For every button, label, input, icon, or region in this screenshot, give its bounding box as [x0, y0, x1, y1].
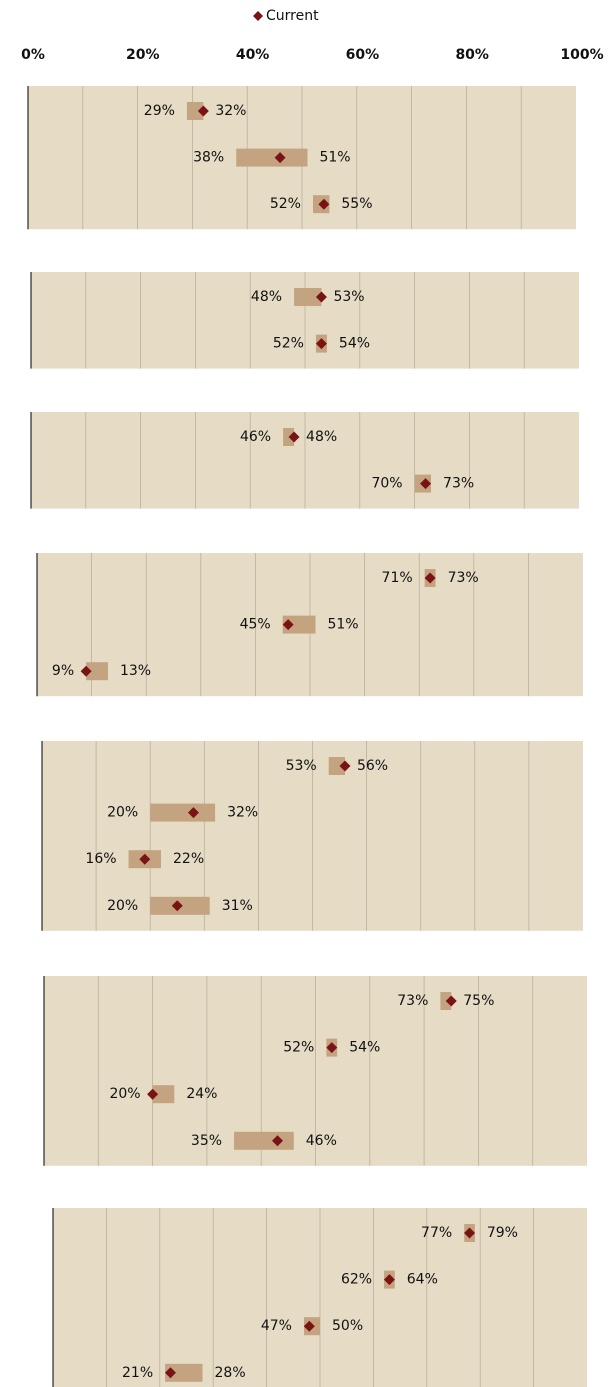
high-label: 56% [357, 758, 388, 774]
high-label: 75% [463, 993, 494, 1009]
current-marker [445, 995, 457, 1007]
high-label: 54% [339, 336, 370, 352]
low-label: 45% [240, 617, 271, 633]
high-label: 54% [349, 1040, 380, 1056]
low-label: 20% [107, 898, 138, 914]
range-bar [236, 148, 308, 167]
high-label: 79% [487, 1225, 518, 1241]
x-tick-label: 60% [346, 47, 380, 63]
current-marker [197, 105, 209, 117]
high-label: 73% [448, 570, 479, 586]
low-label: 35% [191, 1133, 222, 1149]
high-label: 50% [332, 1318, 363, 1334]
range-bar [86, 662, 108, 681]
low-label: 38% [193, 150, 224, 166]
current-marker [282, 619, 294, 631]
low-label: 16% [85, 851, 116, 867]
x-tick-label: 100% [560, 47, 603, 63]
legend-marker [253, 11, 263, 21]
range-bar [294, 288, 322, 306]
range-bar [328, 757, 345, 775]
current-marker [303, 1320, 315, 1332]
current-marker [164, 1367, 176, 1379]
current-marker [315, 291, 327, 303]
low-label: 29% [144, 103, 175, 119]
range-bar [165, 1363, 203, 1382]
current-marker [326, 1042, 338, 1054]
low-label: 20% [109, 1086, 140, 1102]
current-marker [288, 431, 300, 443]
high-label: 48% [306, 429, 337, 445]
range-bar [152, 1085, 175, 1104]
x-tick-label: 20% [126, 47, 160, 63]
high-label: 51% [319, 150, 350, 166]
current-marker [139, 853, 151, 865]
low-label: 46% [240, 429, 271, 445]
high-label: 51% [327, 617, 358, 633]
low-label: 53% [286, 758, 317, 774]
current-marker [274, 152, 286, 164]
high-label: 24% [186, 1086, 217, 1102]
low-label: 47% [261, 1318, 292, 1334]
high-label: 32% [215, 103, 246, 119]
current-marker [464, 1227, 476, 1239]
current-marker [339, 760, 351, 772]
high-label: 22% [173, 851, 204, 867]
range-bar [234, 1131, 294, 1150]
low-label: 52% [273, 336, 304, 352]
current-marker [318, 198, 330, 210]
high-label: 32% [227, 805, 258, 821]
high-label: 31% [222, 898, 253, 914]
current-marker [171, 900, 183, 912]
low-label: 52% [283, 1040, 314, 1056]
high-label: 46% [306, 1133, 337, 1149]
low-label: 9% [52, 663, 74, 679]
high-label: 53% [333, 289, 364, 305]
low-label: 77% [421, 1225, 452, 1241]
range-bar [186, 102, 204, 120]
range-bar [282, 615, 316, 634]
low-label: 20% [107, 805, 138, 821]
current-marker [424, 572, 436, 584]
low-label: 71% [382, 570, 413, 586]
current-marker [383, 1274, 395, 1286]
x-tick-label: 40% [236, 47, 270, 63]
x-tick-label: 0% [21, 47, 45, 63]
current-marker [420, 478, 432, 490]
current-marker [187, 807, 199, 819]
low-label: 48% [251, 289, 282, 305]
current-marker [147, 1088, 159, 1100]
low-label: 21% [122, 1365, 153, 1381]
x-tick-label: 80% [455, 47, 489, 63]
high-label: 73% [443, 476, 474, 492]
low-label: 62% [341, 1272, 372, 1288]
current-marker [80, 665, 92, 677]
low-label: 52% [270, 196, 301, 212]
high-label: 28% [215, 1365, 246, 1381]
high-label: 13% [120, 663, 151, 679]
current-marker [315, 338, 327, 350]
high-label: 64% [407, 1272, 438, 1288]
current-marker [271, 1135, 283, 1147]
legend-label: Current [266, 8, 319, 24]
low-label: 70% [371, 476, 402, 492]
low-label: 73% [397, 993, 428, 1009]
range-bar [150, 803, 216, 822]
high-label: 55% [341, 196, 372, 212]
